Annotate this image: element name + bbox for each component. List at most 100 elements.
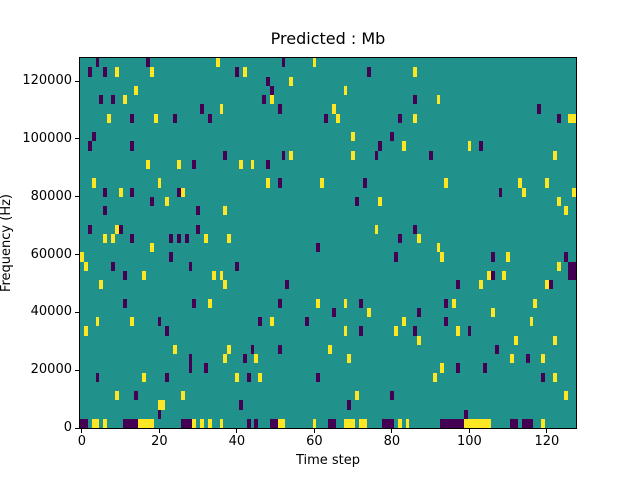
- heatmap-cell-high: [91, 418, 96, 428]
- heatmap-cell-low: [277, 178, 282, 188]
- heatmap-cell-low: [176, 233, 181, 243]
- y-tick-label: 0: [63, 420, 72, 435]
- heatmap-cell-low: [316, 372, 321, 382]
- heatmap-cell-high: [242, 67, 247, 77]
- heatmap-cell-low: [483, 363, 487, 373]
- heatmap-cell-high: [440, 252, 445, 262]
- heatmap-cell-high: [471, 418, 476, 428]
- heatmap-cell-low: [444, 298, 449, 308]
- heatmap-cell-low: [467, 326, 472, 336]
- heatmap-cell-low: [238, 400, 243, 410]
- heatmap-cell-high: [312, 58, 317, 68]
- heatmap-cell-high: [215, 58, 220, 68]
- heatmap-cell-low: [277, 344, 282, 354]
- heatmap-cell-high: [312, 418, 317, 428]
- heatmap-cell-low: [572, 270, 576, 280]
- heatmap-cell-high: [149, 418, 154, 428]
- heatmap-cell-high: [541, 418, 545, 428]
- heatmap-cell-low: [331, 418, 336, 428]
- heatmap-cell-low: [165, 326, 170, 336]
- heatmap-cell-high: [176, 159, 181, 169]
- heatmap-cell-high: [572, 187, 576, 197]
- heatmap-cell-high: [269, 317, 274, 327]
- heatmap-cell-low: [281, 150, 286, 160]
- heatmap-cell-high: [514, 335, 518, 345]
- heatmap-cell-high: [417, 335, 421, 345]
- heatmap-cell-high: [157, 178, 162, 188]
- heatmap-cell-high: [463, 418, 468, 428]
- heatmap-cell-low: [273, 418, 278, 428]
- heatmap-cell-high: [204, 233, 208, 243]
- y-tick-mark: [75, 427, 79, 429]
- heatmap-cell-high: [99, 280, 104, 290]
- y-tick-label: 100000: [22, 130, 72, 146]
- plot-area: [80, 58, 576, 428]
- heatmap-cell-high: [289, 150, 294, 160]
- heatmap-cell-high: [277, 418, 282, 428]
- heatmap-cell-high: [289, 76, 294, 86]
- heatmap-cell-high: [207, 298, 212, 308]
- heatmap-cell-high: [227, 344, 232, 354]
- heatmap-cell-low: [145, 58, 150, 68]
- heatmap-cell-low: [83, 418, 88, 428]
- heatmap-cell-low: [382, 418, 387, 428]
- heatmap-cell-high: [149, 243, 154, 253]
- heatmap-cell-low: [188, 354, 193, 364]
- heatmap-cell-high: [173, 344, 177, 354]
- heatmap-cell-high: [149, 67, 154, 77]
- heatmap-cell-low: [134, 418, 139, 428]
- heatmap-cell-high: [343, 85, 348, 95]
- heatmap-cell-high: [103, 233, 108, 243]
- heatmap-cell-high: [238, 159, 243, 169]
- heatmap-cell-low: [95, 372, 100, 382]
- heatmap-cell-high: [552, 372, 557, 382]
- heatmap-cell-low: [413, 224, 418, 234]
- heatmap-cell-low: [444, 317, 449, 327]
- heatmap-cell-high: [568, 113, 573, 123]
- heatmap-cell-high: [502, 270, 507, 280]
- heatmap-cell-high: [564, 391, 569, 401]
- heatmap-cell-low: [242, 354, 247, 364]
- y-tick-mark: [75, 138, 79, 140]
- heatmap-cell-high: [517, 178, 522, 188]
- heatmap-cell-low: [87, 67, 92, 77]
- heatmap-cell-low: [149, 196, 154, 206]
- heatmap-cell-low: [521, 418, 526, 428]
- heatmap-cell-low: [223, 150, 228, 160]
- heatmap-cell-high: [142, 372, 146, 382]
- x-tick-mark: [81, 429, 83, 433]
- heatmap-cell-low: [188, 418, 193, 428]
- heatmap-cell-low: [490, 252, 495, 262]
- heatmap-cell-low: [413, 326, 418, 336]
- heatmap-cell-high: [80, 252, 84, 262]
- heatmap-cell-high: [219, 104, 224, 114]
- heatmap-cell-high: [138, 418, 142, 428]
- heatmap-cell-high: [223, 354, 228, 364]
- heatmap-cell-high: [479, 280, 483, 290]
- heatmap-cell-high: [316, 298, 321, 308]
- heatmap-cell-high: [122, 95, 127, 105]
- heatmap-cell-low: [246, 372, 251, 382]
- x-tick-label: 80: [383, 434, 401, 449]
- x-tick-label: 60: [306, 434, 323, 449]
- heatmap-cell-high: [483, 418, 487, 428]
- heatmap-cell-high: [118, 187, 123, 197]
- heatmap-cell-low: [192, 298, 197, 308]
- heatmap-cell-low: [192, 159, 197, 169]
- heatmap-cell-low: [448, 418, 452, 428]
- heatmap-cell-low: [459, 418, 464, 428]
- heatmap-cell-low: [258, 317, 263, 327]
- heatmap-cell-high: [328, 344, 332, 354]
- x-tick-label: 120: [534, 434, 560, 449]
- heatmap-cell-high: [281, 418, 286, 428]
- heatmap-cell-low: [246, 418, 251, 428]
- y-tick-label: 60000: [30, 246, 72, 262]
- heatmap-cell-high: [452, 298, 456, 308]
- heatmap-cell-low: [390, 418, 394, 428]
- y-tick-mark: [75, 80, 79, 82]
- heatmap-cell-high: [161, 400, 166, 410]
- heatmap-cell-high: [401, 141, 406, 151]
- heatmap-cell-low: [331, 307, 336, 317]
- heatmap-cell-low: [130, 113, 135, 123]
- heatmap-cell-low: [235, 67, 239, 77]
